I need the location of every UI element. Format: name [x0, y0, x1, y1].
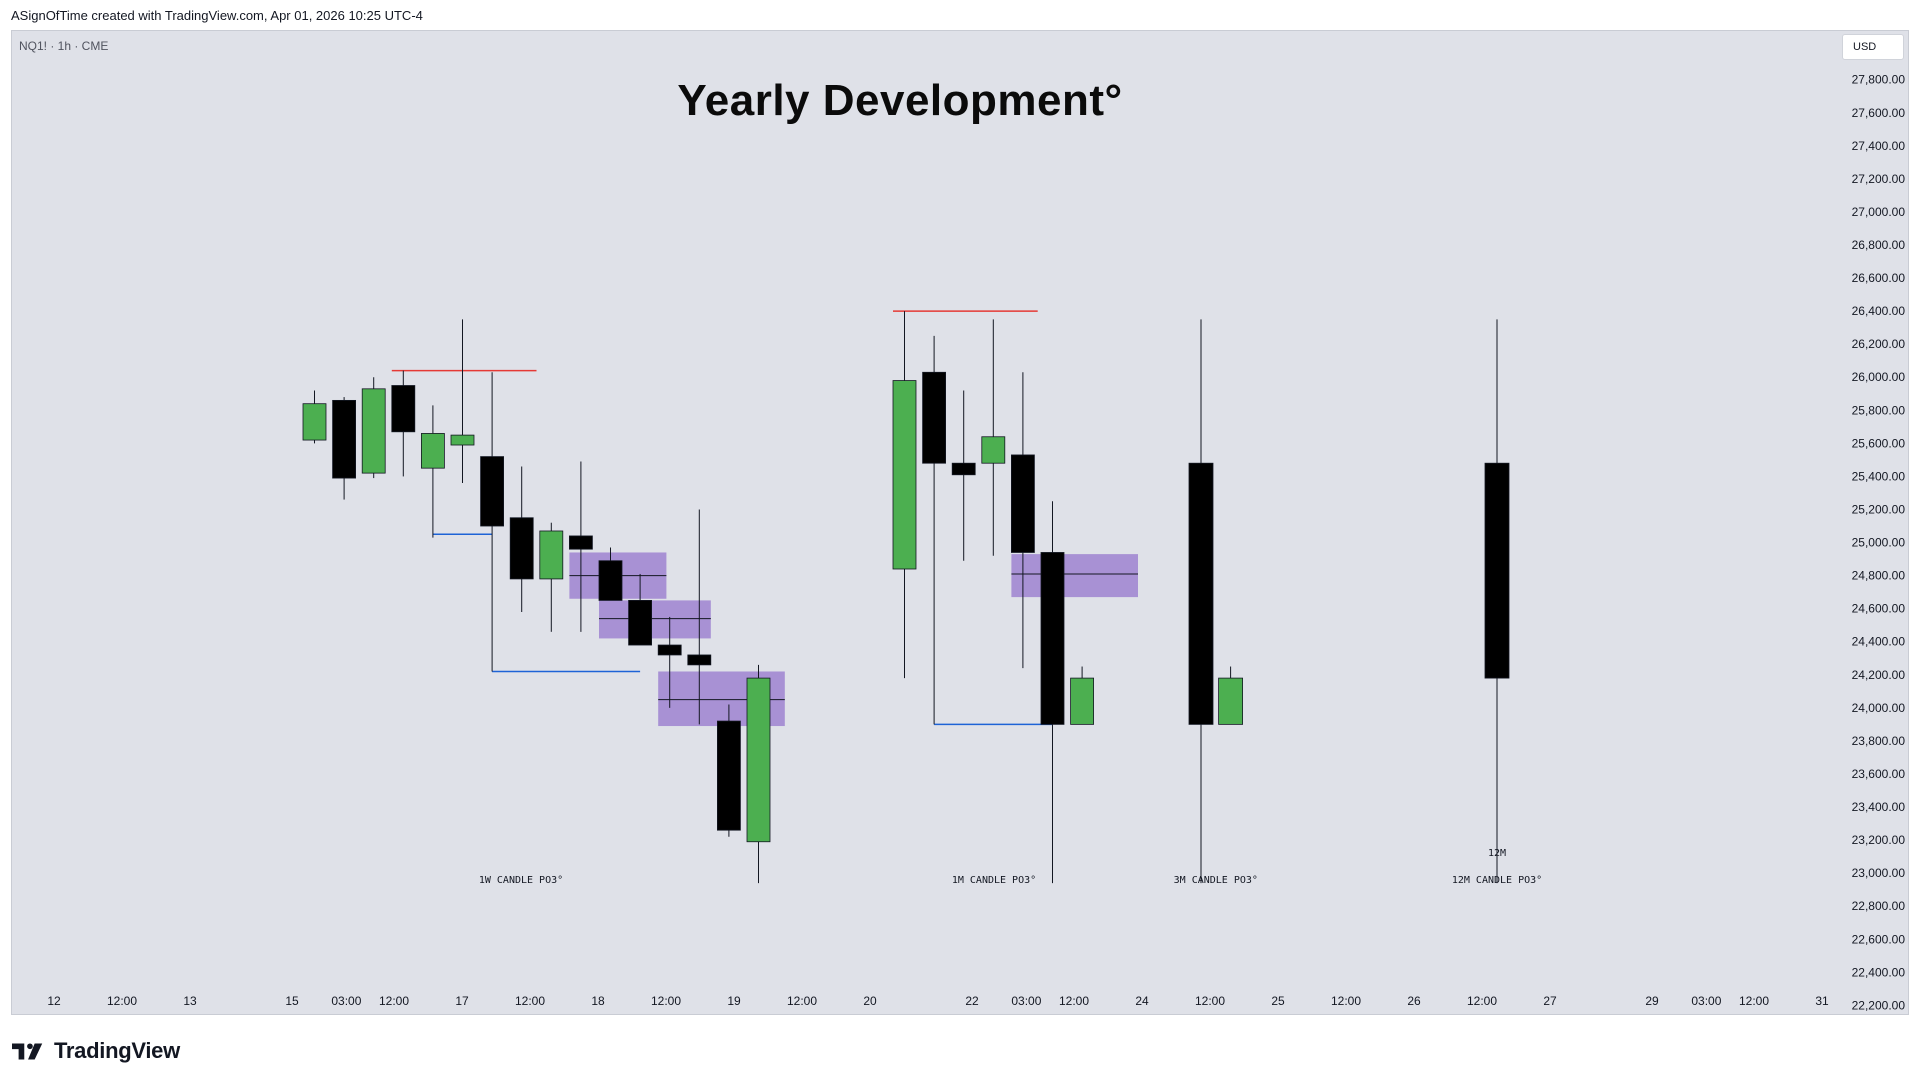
- y-tick-label: 27,400.00: [1852, 139, 1906, 153]
- y-tick-label: 22,800.00: [1852, 899, 1906, 913]
- x-tick-label: 12:00: [1467, 994, 1497, 1008]
- group-label: 3M CANDLE PO3°: [1174, 875, 1258, 886]
- y-tick-label: 22,200.00: [1852, 998, 1906, 1012]
- y-tick-label: 25,000.00: [1852, 536, 1906, 550]
- x-tick-label: 03:00: [1691, 994, 1721, 1008]
- candle-bearish[interactable]: [332, 399, 357, 479]
- x-tick-label: 27: [1543, 994, 1557, 1008]
- y-tick-label: 24,400.00: [1852, 635, 1906, 649]
- x-tick-label: 03:00: [1011, 994, 1041, 1008]
- brand-footer[interactable]: TradingView: [12, 1038, 180, 1064]
- x-tick-label: 26: [1407, 994, 1421, 1008]
- y-tick-label: 22,400.00: [1852, 965, 1906, 979]
- x-tick-label: 24: [1135, 994, 1149, 1008]
- x-tick-label: 25: [1271, 994, 1285, 1008]
- chart-panel[interactable]: [11, 30, 1909, 1015]
- x-tick-label: 12:00: [107, 994, 137, 1008]
- y-tick-label: 24,600.00: [1852, 602, 1906, 616]
- y-tick-label: 23,000.00: [1852, 866, 1906, 880]
- x-tick-label: 12:00: [787, 994, 817, 1008]
- candle-bullish[interactable]: [539, 530, 564, 580]
- x-tick-label: 19: [727, 994, 741, 1008]
- candle-bearish[interactable]: [687, 654, 712, 666]
- x-tick-label: 17: [455, 994, 469, 1008]
- y-tick-label: 23,800.00: [1852, 734, 1906, 748]
- x-tick-label: 31: [1815, 994, 1829, 1008]
- group-label: 12M CANDLE PO3°: [1452, 875, 1542, 886]
- group-label: 1W CANDLE PO3°: [479, 875, 563, 886]
- y-tick-label: 24,800.00: [1852, 569, 1906, 583]
- candle-bearish[interactable]: [569, 535, 593, 550]
- group-label: 1M CANDLE PO3°: [952, 875, 1036, 886]
- candle-bearish[interactable]: [598, 560, 623, 601]
- y-tick-label: 26,800.00: [1852, 238, 1906, 252]
- y-tick-label: 23,400.00: [1852, 800, 1906, 814]
- y-tick-label: 23,600.00: [1852, 767, 1906, 781]
- candle-bearish[interactable]: [1484, 462, 1510, 679]
- candle-bullish[interactable]: [361, 388, 386, 474]
- y-tick-label: 26,000.00: [1852, 370, 1906, 384]
- candle-bullish[interactable]: [420, 433, 445, 469]
- candle-bullish[interactable]: [892, 380, 917, 570]
- y-tick-label: 25,600.00: [1852, 436, 1906, 450]
- y-tick-label: 27,800.00: [1852, 73, 1906, 87]
- candle-bearish[interactable]: [922, 371, 946, 464]
- fvg-zone: [599, 600, 711, 639]
- candle-bullish[interactable]: [746, 677, 771, 843]
- x-tick-label: 12:00: [1331, 994, 1361, 1008]
- bar-label: 12M: [1488, 848, 1506, 859]
- x-tick-label: 12:00: [1059, 994, 1089, 1008]
- y-tick-label: 24,000.00: [1852, 701, 1906, 715]
- x-tick-label: 12:00: [1739, 994, 1769, 1008]
- x-tick-label: 20: [863, 994, 877, 1008]
- x-tick-label: 22: [965, 994, 979, 1008]
- y-tick-label: 25,800.00: [1852, 403, 1906, 417]
- candle-bullish[interactable]: [1218, 677, 1243, 725]
- tradingview-logo-icon: [12, 1043, 43, 1060]
- candle-bullish[interactable]: [450, 434, 475, 446]
- y-tick-label: 26,600.00: [1852, 271, 1906, 285]
- y-tick-label: 27,600.00: [1852, 106, 1906, 120]
- candle-bearish[interactable]: [628, 600, 652, 646]
- x-tick-label: 12:00: [379, 994, 409, 1008]
- candle-bearish[interactable]: [717, 720, 741, 831]
- x-tick-label: 12: [47, 994, 61, 1008]
- x-tick-label: 12:00: [515, 994, 545, 1008]
- brand-name: TradingView: [54, 1038, 180, 1063]
- y-tick-label: 26,200.00: [1852, 337, 1906, 351]
- y-tick-label: 27,200.00: [1852, 172, 1906, 186]
- candle-bullish[interactable]: [1070, 677, 1094, 725]
- candle-bearish[interactable]: [951, 462, 976, 476]
- x-tick-label: 15: [285, 994, 299, 1008]
- currency-selector[interactable]: USD: [1842, 34, 1904, 60]
- fvg-zone: [1011, 554, 1138, 598]
- chart-title: Yearly Development°: [677, 76, 1123, 125]
- candle-bearish[interactable]: [509, 517, 534, 580]
- candle-bearish[interactable]: [480, 456, 505, 527]
- candle-bullish[interactable]: [302, 403, 327, 441]
- y-tick-label: 25,400.00: [1852, 469, 1906, 483]
- candle-bearish[interactable]: [1040, 552, 1065, 725]
- y-tick-label: 26,400.00: [1852, 304, 1906, 318]
- x-tick-label: 29: [1645, 994, 1659, 1008]
- candle-bearish[interactable]: [391, 385, 416, 433]
- y-tick-label: 25,200.00: [1852, 502, 1906, 516]
- x-tick-label: 13: [183, 994, 197, 1008]
- candle-bearish[interactable]: [1188, 462, 1214, 725]
- chart-caption: ASignOfTime created with TradingView.com…: [11, 8, 423, 23]
- candle-bearish[interactable]: [1011, 454, 1035, 553]
- x-tick-label: 18: [591, 994, 605, 1008]
- y-tick-label: 27,000.00: [1852, 205, 1906, 219]
- y-tick-label: 23,200.00: [1852, 833, 1906, 847]
- x-tick-label: 12:00: [1195, 994, 1225, 1008]
- x-tick-label: 03:00: [331, 994, 361, 1008]
- x-tick-label: 12:00: [651, 994, 681, 1008]
- symbol-info[interactable]: NQ1! · 1h · CME: [19, 39, 109, 53]
- y-tick-label: 22,600.00: [1852, 932, 1906, 946]
- candle-bearish[interactable]: [657, 644, 682, 656]
- candle-bullish[interactable]: [981, 436, 1006, 464]
- y-tick-label: 24,200.00: [1852, 668, 1906, 682]
